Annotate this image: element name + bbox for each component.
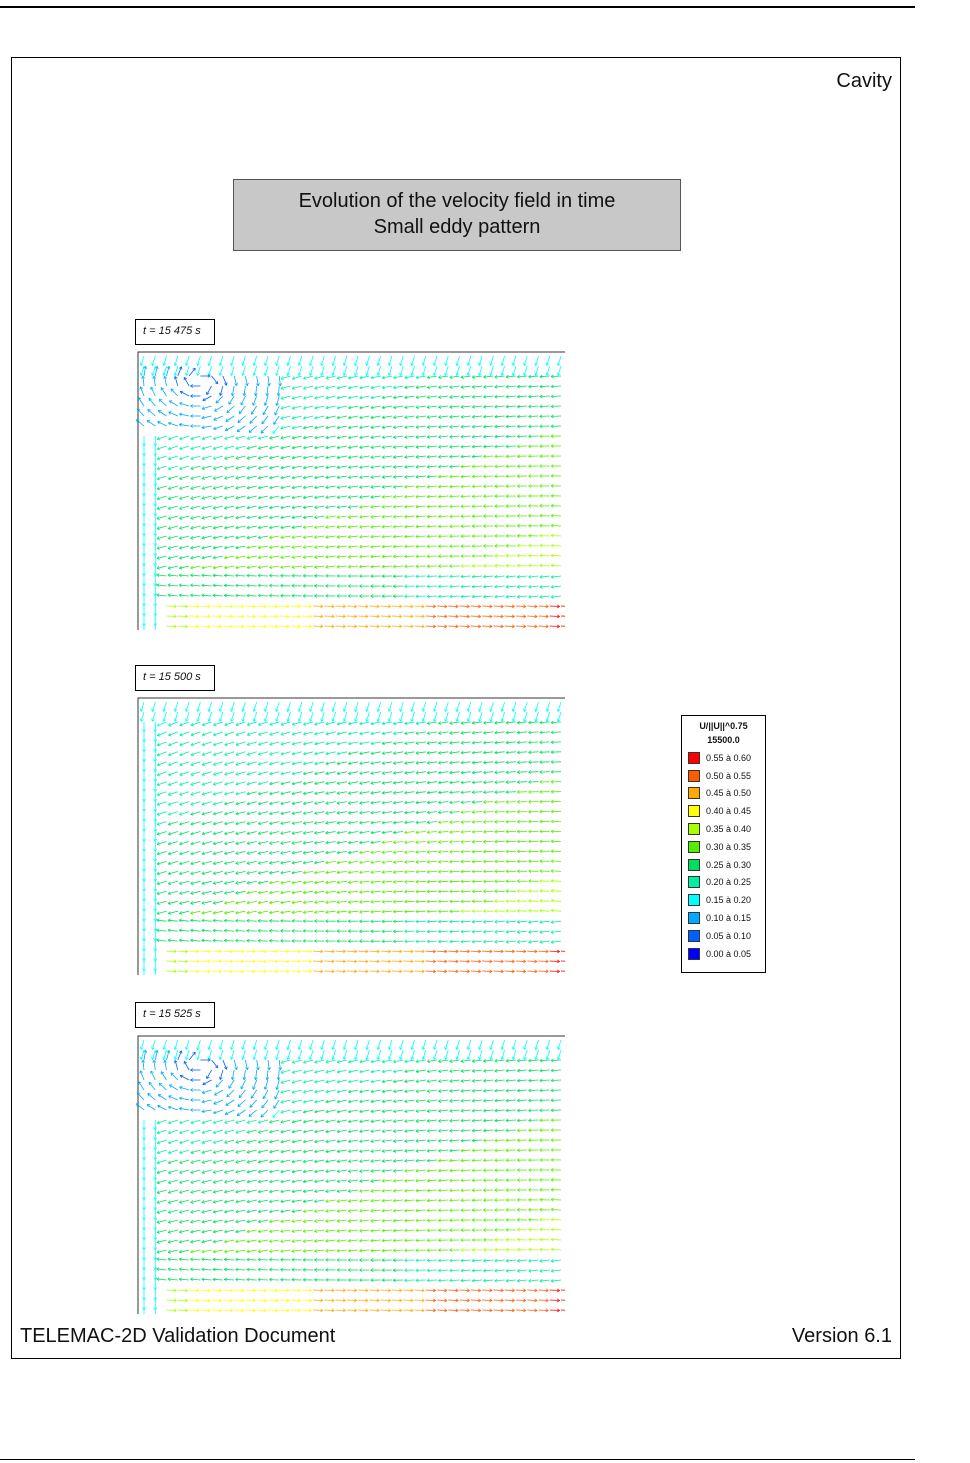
footer-rule xyxy=(0,1459,915,1460)
legend-row: 0.05 à 0.10 xyxy=(682,927,765,945)
cavity-wall xyxy=(137,351,565,630)
legend-label: 0.35 à 0.40 xyxy=(706,824,752,835)
panel-3-time-label: t = 15 525 s xyxy=(135,1002,215,1028)
legend-swatch xyxy=(688,947,700,960)
panel-1-time-label: t = 15 475 s xyxy=(135,319,215,345)
legend-swatch xyxy=(688,787,700,800)
legend-row: 0.50 à 0.55 xyxy=(682,767,765,785)
legend-swatch xyxy=(688,876,700,889)
cavity-wall xyxy=(137,697,565,975)
legend-label: 0.15 à 0.20 xyxy=(706,895,752,906)
legend-label: 0.25 à 0.30 xyxy=(706,859,752,870)
footer-version: Version 6.1 xyxy=(791,1325,892,1347)
legend-label: 0.55 à 0.60 xyxy=(706,752,752,763)
color-legend: U/||U||^0.75 15500.0 0.55 à 0.60 0.50 à 0… xyxy=(681,715,766,973)
legend-label: 0.45 à 0.50 xyxy=(706,788,752,799)
legend-swatch xyxy=(688,840,700,853)
legend-swatch xyxy=(688,912,700,925)
legend-swatch xyxy=(688,929,700,942)
legend-swatch xyxy=(688,751,700,764)
legend-row: 0.00 à 0.05 xyxy=(682,945,765,963)
legend-label: 0.40 à 0.45 xyxy=(706,806,752,817)
legend-row: 0.30 à 0.35 xyxy=(682,838,765,856)
legend-swatch xyxy=(688,894,700,907)
caption-line-1: Evolution of the velocity field in time xyxy=(298,190,616,212)
legend-row: 0.20 à 0.25 xyxy=(682,874,765,892)
velocity-vectors xyxy=(136,355,565,630)
cavity-wall xyxy=(137,1035,565,1314)
legend-row: 0.10 à 0.15 xyxy=(682,909,765,927)
legend-swatch xyxy=(688,805,700,818)
legend-title: U/||U||^0.75 xyxy=(699,721,748,731)
legend-row: 0.40 à 0.45 xyxy=(682,802,765,820)
legend-label: 0.00 à 0.05 xyxy=(706,948,752,959)
velocity-vectors xyxy=(139,701,565,975)
velocity-field-plot-3 xyxy=(136,1035,565,1314)
panel-2-time-label: t = 15 500 s xyxy=(135,665,215,691)
legend-row: 0.35 à 0.40 xyxy=(682,820,765,838)
caption-line-2: Small eddy pattern xyxy=(373,216,541,238)
footer-document-title: TELEMAC-2D Validation Document xyxy=(20,1325,336,1347)
legend-time: 15500.0 xyxy=(707,735,740,745)
legend-row: 0.45 à 0.50 xyxy=(682,785,765,803)
legend-label: 0.30 à 0.35 xyxy=(706,841,752,852)
legend-rows: 0.55 à 0.60 0.50 à 0.55 0.45 à 0.50 0.40 à … xyxy=(682,749,765,963)
velocity-vectors xyxy=(136,1039,565,1314)
section-title: Cavity xyxy=(836,70,892,92)
legend-label: 0.20 à 0.25 xyxy=(706,877,752,888)
header-rule xyxy=(0,6,915,8)
figure-caption-box: Evolution of the velocity field in time … xyxy=(233,179,681,251)
legend-swatch xyxy=(688,823,700,836)
velocity-field-plot-2 xyxy=(137,697,565,975)
legend-label: 0.10 à 0.15 xyxy=(706,913,752,924)
legend-swatch xyxy=(688,858,700,871)
legend-swatch xyxy=(688,769,700,782)
legend-row: 0.15 à 0.20 xyxy=(682,891,765,909)
legend-label: 0.05 à 0.10 xyxy=(706,930,752,941)
legend-row: 0.25 à 0.30 xyxy=(682,856,765,874)
legend-row: 0.55 à 0.60 xyxy=(682,749,765,767)
legend-label: 0.50 à 0.55 xyxy=(706,770,752,781)
velocity-field-plot-1 xyxy=(136,351,565,630)
page-frame: Cavity Evolution of the velocity field i… xyxy=(11,57,901,1359)
